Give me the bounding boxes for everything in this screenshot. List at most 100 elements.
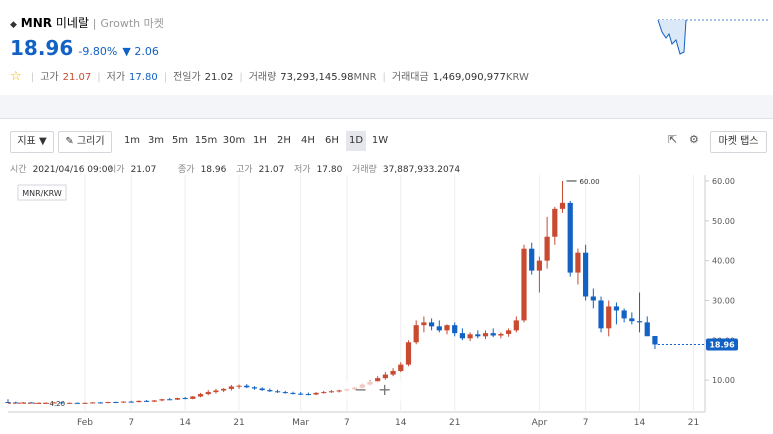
info-label: 종가: [178, 165, 195, 175]
candle-body: [190, 396, 196, 399]
candle-body: [228, 386, 234, 389]
stat-sep: |: [97, 72, 101, 83]
candle-body: [421, 322, 427, 326]
info-label: 시간: [10, 165, 27, 175]
coin-symbol: MNR: [20, 16, 52, 30]
candle-body: [590, 296, 596, 301]
icon-expand[interactable]: ⇱: [668, 133, 678, 146]
stat-value: 21.07: [62, 72, 92, 83]
price: 18.96: [10, 36, 74, 60]
interval-button[interactable]: 1W: [371, 135, 389, 146]
candle-body: [120, 401, 127, 403]
high-label: 60.00: [580, 178, 600, 186]
candle-body: [544, 236, 550, 261]
coin-name: 미네랄: [55, 16, 89, 30]
info-item: 시가 21.07: [108, 162, 156, 175]
interval-button[interactable]: 1H: [253, 135, 267, 146]
candle-body: [482, 333, 489, 337]
stat-value: 73,293,145.98: [280, 72, 354, 83]
draw-button[interactable]: ✎ 그리기: [58, 131, 112, 153]
interval-button[interactable]: 6H: [325, 135, 339, 146]
market-tabs-button[interactable]: 마켓 탭스: [710, 131, 767, 153]
candle-body: [490, 333, 496, 336]
stat-value: 17.80: [129, 72, 158, 83]
info-item: 저가 17.80: [294, 162, 342, 175]
x-tick-label: 14: [634, 418, 646, 428]
info-label: 시가: [108, 165, 125, 175]
stat-sep: |: [239, 72, 243, 83]
candle-body: [629, 318, 635, 322]
y-tick-label: 10.00: [712, 376, 735, 385]
info-value: 2021/04/16 09:00: [32, 165, 114, 175]
y-tick-label: 40.00: [712, 257, 735, 266]
candle-body: [144, 400, 150, 402]
candle-body: [621, 310, 627, 319]
candle-body: [390, 370, 396, 375]
interval-button[interactable]: 15m: [194, 135, 218, 146]
candle-body: [313, 392, 319, 395]
candle-body: [205, 392, 211, 395]
candle-body: [282, 392, 288, 394]
candle-body: [444, 325, 450, 331]
separator: [0, 95, 773, 118]
candle-body: [336, 390, 342, 392]
stat-unit: MNR: [353, 72, 377, 83]
candle-body: [552, 208, 558, 237]
info-label: 거래량: [352, 165, 377, 175]
info-value: 17.80: [316, 165, 343, 175]
candle-body: [82, 402, 88, 404]
stat-label: 거래량: [248, 72, 277, 83]
candle-body: [413, 325, 419, 343]
favorite-star[interactable]: ☆: [10, 69, 22, 84]
candle-body: [290, 392, 296, 394]
candle-body: [598, 300, 604, 329]
y-tick-label: 50.00: [712, 217, 735, 226]
info-label: 고가: [236, 165, 253, 175]
zoom-controls[interactable]: [344, 381, 404, 401]
candle-body: [506, 330, 512, 334]
x-tick-label: 7: [344, 418, 350, 428]
interval-button[interactable]: 2H: [277, 135, 291, 146]
candle-body: [521, 248, 527, 321]
x-tick-label: 21: [233, 418, 244, 428]
stat-value: 1,469,090,977: [432, 72, 506, 83]
candle-body: [67, 402, 73, 404]
info-value: 18.96: [200, 165, 227, 175]
sparkline: [657, 19, 770, 55]
indicator-button[interactable]: 지표 ▼: [10, 131, 54, 153]
pair-label: MNR/KRW: [22, 189, 62, 198]
interval-button[interactable]: 1m: [123, 135, 141, 146]
candle-body: [644, 322, 650, 337]
interval-button[interactable]: 3m: [147, 135, 165, 146]
candle-body: [536, 260, 543, 271]
candle-body: [59, 402, 65, 404]
stat-sep: |: [163, 72, 168, 83]
interval-button[interactable]: 30m: [222, 135, 246, 146]
candle-body: [382, 374, 388, 379]
x-tick-label: 7: [583, 418, 589, 428]
interval-button[interactable]: 1D: [346, 131, 366, 151]
candle-body: [459, 333, 465, 339]
candle-body: [436, 326, 442, 331]
y-tick-label: 60.00: [712, 177, 735, 186]
low-label: 4.20: [50, 400, 66, 408]
stat-label: 거래대금: [391, 72, 429, 83]
x-tick-label: Feb: [77, 418, 93, 428]
candle-body: [529, 248, 535, 271]
candle-body: [136, 400, 142, 403]
stat-value: 21.02: [204, 72, 234, 83]
info-value: 37,887,933.2074: [382, 165, 461, 175]
candle-body: [636, 321, 643, 323]
candle-body: [606, 306, 612, 329]
candle-body: [174, 398, 181, 400]
stat-unit: KRW: [505, 72, 529, 83]
chart-panel: [0, 118, 773, 434]
interval-button[interactable]: 5m: [171, 135, 189, 146]
stat-label: 저가: [106, 72, 126, 83]
icon-settings[interactable]: ⚙: [689, 133, 699, 146]
candle-body: [321, 392, 327, 394]
interval-button[interactable]: 4H: [301, 135, 315, 146]
zoom-in[interactable]: +: [378, 380, 391, 399]
candle-body: [328, 391, 335, 393]
zoom-out[interactable]: −: [354, 380, 367, 399]
